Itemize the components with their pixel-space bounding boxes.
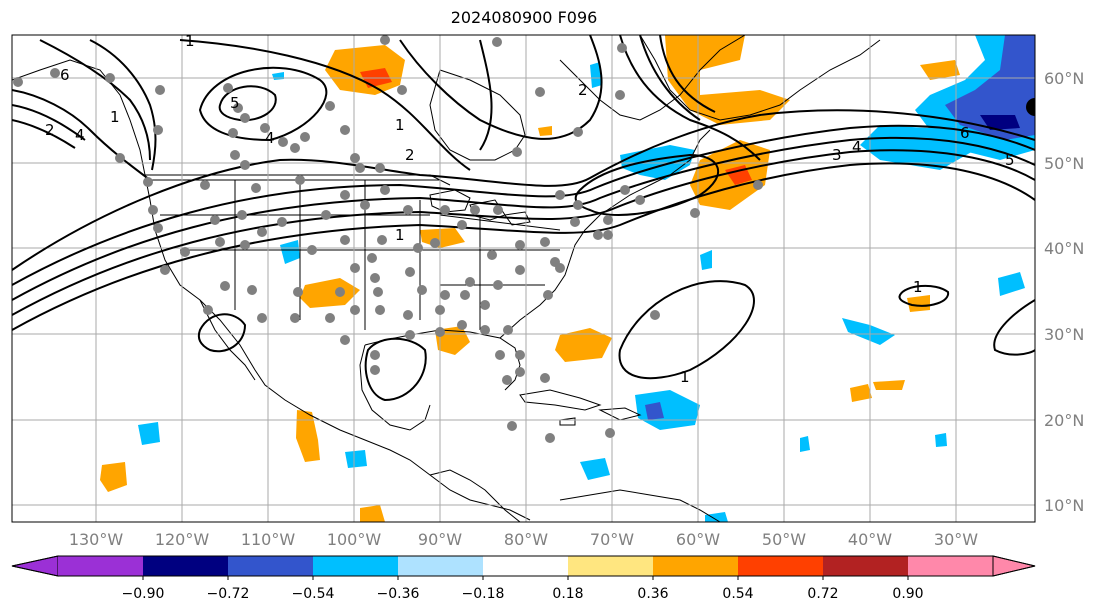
colorbar-tick-label: −0.18 — [462, 586, 505, 602]
lon-label: 90°W — [418, 530, 462, 549]
colorbar-segment — [143, 556, 228, 576]
colorbar-segment — [228, 556, 313, 576]
contour-label: 3 — [832, 146, 842, 164]
colorbar-segment — [58, 556, 143, 576]
colorbar-tick-label: 0.54 — [722, 586, 753, 602]
contour-label: 4 — [265, 129, 275, 147]
colorbar-tick-label: 0.90 — [892, 586, 923, 602]
longitude-labels: 130°W 120°W 110°W 100°W 90°W 80°W 70°W 6… — [69, 530, 978, 549]
contour-label: 2 — [578, 81, 588, 99]
colorbar-tick-label: −0.54 — [292, 586, 335, 602]
colorbar-segment — [398, 556, 483, 576]
contour-label: 6 — [60, 66, 70, 84]
lon-label: 50°W — [762, 530, 806, 549]
colorbar-tick-label: −0.72 — [207, 586, 250, 602]
lon-label: 100°W — [327, 530, 382, 549]
shaded-anomalies — [100, 35, 1035, 522]
lon-label: 120°W — [155, 530, 210, 549]
contour-label: 1 — [913, 278, 923, 296]
marker-point — [1026, 98, 1035, 116]
lat-label: 10°N — [1044, 496, 1084, 515]
contour-label: 1 — [680, 368, 690, 386]
lat-label: 30°N — [1044, 325, 1084, 344]
lon-label: 110°W — [241, 530, 296, 549]
colorbar-segment — [908, 556, 993, 576]
contour-label: 4 — [75, 126, 85, 144]
contour-label: 5 — [1005, 151, 1015, 169]
lon-label: 60°W — [676, 530, 720, 549]
latitude-labels: 60°N 50°N 40°N 30°N 20°N 10°N — [1044, 69, 1084, 515]
contour-label: 1 — [395, 226, 405, 244]
contour-lines — [12, 35, 1035, 402]
contour-label-group: 1 2 4 5 6 1 2 1 1 1 2 3 4 5 6 1 4 — [45, 32, 1015, 386]
station-dots — [13, 35, 763, 443]
lat-label: 60°N — [1044, 69, 1084, 88]
colorbar-tick-label: 0.18 — [552, 586, 583, 602]
colorbar-low-arrow — [11, 555, 59, 577]
colorbar-tick-label: −0.90 — [122, 586, 165, 602]
colorbar-segment — [823, 556, 908, 576]
colorbar: −0.90 −0.72 −0.54 −0.36 −0.18 0.18 0.36 … — [11, 555, 1036, 602]
lon-label: 80°W — [504, 530, 548, 549]
lat-label: 20°N — [1044, 411, 1084, 430]
colorbar-tick-label: 0.36 — [637, 586, 668, 602]
map-title: 2024080900 F096 — [450, 8, 598, 27]
colorbar-tick-label: 0.72 — [807, 586, 838, 602]
contour-label: 1 — [110, 108, 120, 126]
contour-label: 4 — [852, 138, 862, 156]
lon-label: 130°W — [69, 530, 124, 549]
lat-label: 50°N — [1044, 154, 1084, 173]
lat-label: 40°N — [1044, 239, 1084, 258]
contour-label: 2 — [45, 121, 55, 139]
colorbar-segment — [313, 556, 398, 576]
lon-label: 30°W — [934, 530, 978, 549]
colorbar-segment — [483, 556, 568, 576]
map-background — [12, 35, 1035, 522]
colorbar-segment — [568, 556, 653, 576]
contour-label: 1 — [395, 116, 405, 134]
contour-label: 1 — [185, 32, 195, 50]
colorbar-high-arrow — [992, 555, 1036, 577]
colorbar-tick-label: −0.36 — [377, 586, 420, 602]
colorbar-segment — [738, 556, 823, 576]
contour-label: 2 — [405, 146, 415, 164]
colorbar-segment — [653, 556, 738, 576]
map-frame — [11, 34, 1036, 523]
contour-label: 6 — [960, 124, 970, 142]
lon-label: 70°W — [590, 530, 634, 549]
contour-label: 5 — [230, 94, 240, 112]
lon-label: 40°W — [848, 530, 892, 549]
